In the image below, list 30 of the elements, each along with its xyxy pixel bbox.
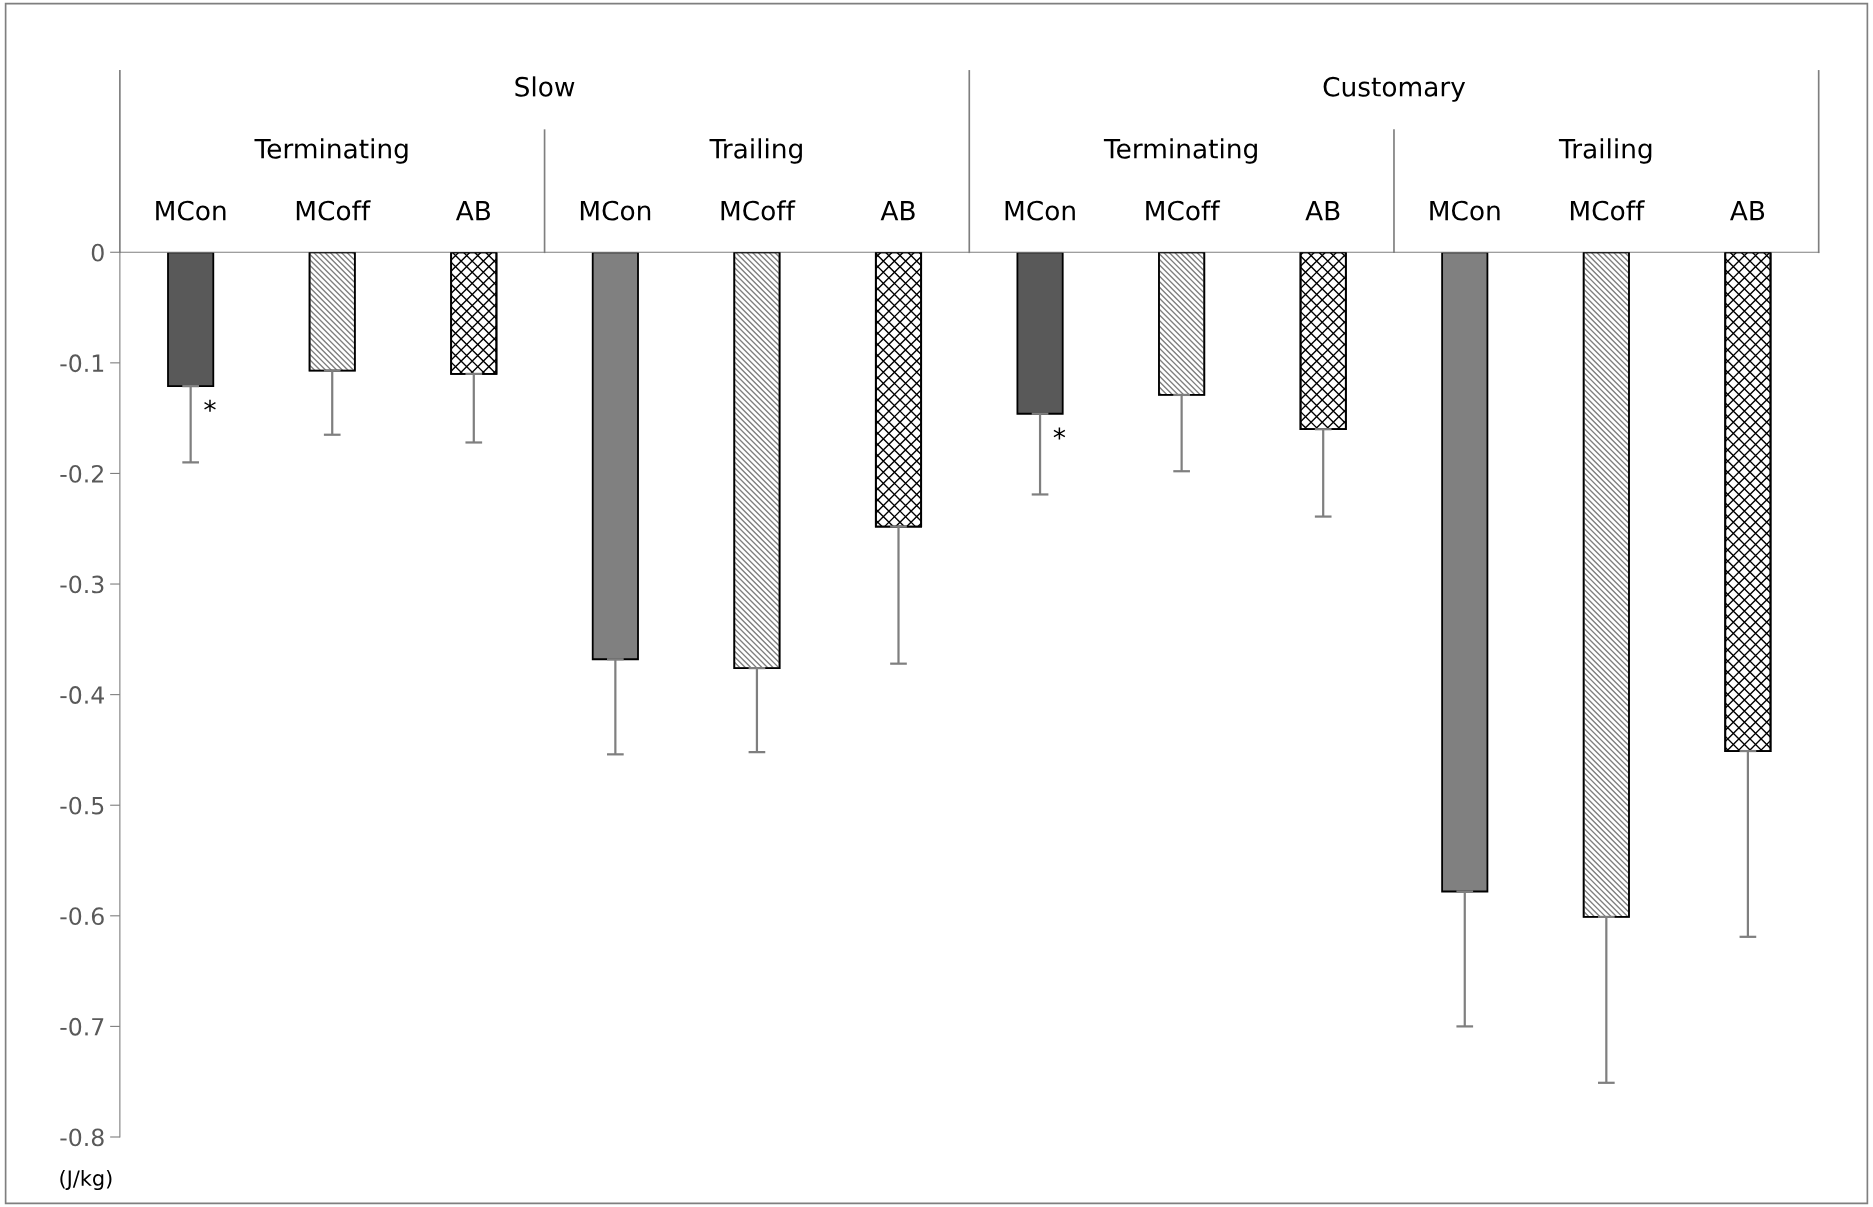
text: Terminating <box>254 138 408 164</box>
text: Customary <box>1323 76 1466 102</box>
text: Terminating <box>1103 138 1257 164</box>
x-tick-label: MCoff <box>1570 200 1645 221</box>
x-tick-label: MCoff <box>1146 200 1221 221</box>
y-axis-title: (J/kg) <box>60 1169 112 1191</box>
x-tick-label: MCon <box>156 200 226 221</box>
y-tick-label: 0 <box>91 243 104 262</box>
y-tick-label: -0.6 <box>60 907 104 926</box>
y-tick-label: -0.3 <box>60 575 104 594</box>
x-tick-label: AB <box>1305 200 1340 221</box>
x-tick-label: MCoff <box>721 200 796 221</box>
x-tick-label: AB <box>1730 200 1765 221</box>
x-tick-label: MCoff <box>296 200 371 221</box>
y-tick-label: -0.4 <box>60 686 104 704</box>
text: Trailing <box>709 138 802 164</box>
text: Trailing <box>1558 138 1652 164</box>
x-tick-label: MCon <box>1430 200 1500 221</box>
x-tick-label: AB <box>880 200 915 221</box>
text: Slow <box>515 76 575 97</box>
x-tick-label: AB <box>455 200 490 221</box>
annotation: * <box>204 399 216 412</box>
x-tick-label: MCon <box>1005 200 1075 221</box>
y-tick-label: -0.2 <box>60 464 103 483</box>
annotation: * <box>1053 427 1066 440</box>
y-tick-label: -0.7 <box>60 1017 104 1036</box>
y-tick-label: -0.8 <box>60 1128 104 1147</box>
x-tick-label: MCon <box>580 200 651 221</box>
y-tick-label: -0.5 <box>60 796 104 815</box>
y-tick-label: -0.1 <box>60 354 104 373</box>
